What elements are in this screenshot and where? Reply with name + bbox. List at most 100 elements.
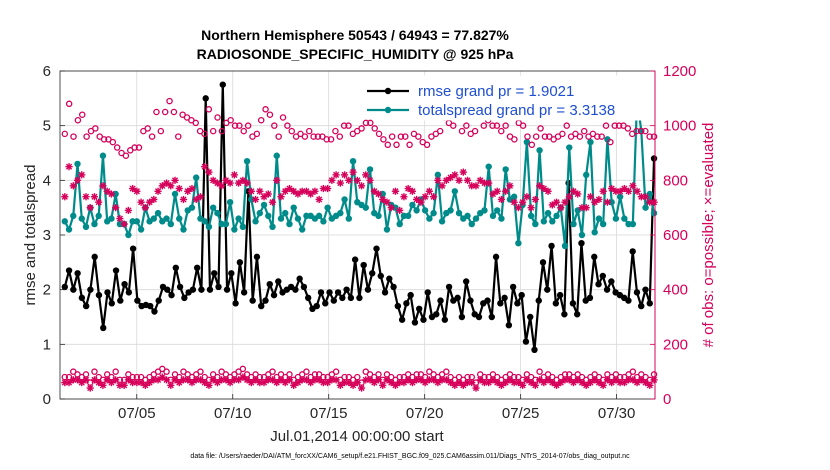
obs-evaluated-point-stroke	[629, 376, 636, 383]
obs-evaluated-point-stroke	[95, 379, 102, 386]
data-point	[566, 144, 573, 151]
obs-possible-point	[122, 152, 130, 159]
data-point	[392, 204, 399, 211]
obs-evaluated-point-stroke	[485, 379, 492, 386]
obs-possible-point	[353, 127, 361, 135]
data-point	[125, 289, 133, 296]
obs-evaluated-point-stroke	[604, 376, 611, 383]
obs-evaluated-point-stroke	[417, 199, 424, 206]
obs-possible-point	[602, 122, 610, 129]
data-point	[569, 300, 577, 307]
obs-evaluated-point	[629, 182, 637, 190]
obs-evaluated-point	[451, 171, 459, 179]
obs-evaluated-point-stroke	[519, 382, 526, 389]
obs-evaluated-point	[124, 376, 132, 384]
obs-evaluated-point-stroke	[502, 379, 509, 386]
obs-evaluated-point	[324, 184, 332, 193]
series-3	[61, 163, 658, 228]
data-point	[621, 215, 628, 222]
obs-evaluated-point-stroke	[333, 376, 340, 383]
obs-evaluated-point	[519, 198, 527, 206]
obs-possible-point	[450, 122, 457, 129]
obs-possible-point	[91, 368, 98, 375]
obs-evaluated-point	[430, 193, 438, 201]
obs-possible-point	[637, 127, 645, 135]
obs-possible-point	[594, 133, 601, 140]
obs-evaluated-point-stroke	[171, 177, 179, 184]
obs-evaluated-point-stroke	[434, 177, 441, 184]
obs-evaluated-point-stroke	[138, 199, 145, 206]
obs-evaluated-point-stroke	[536, 182, 543, 189]
obs-evaluated-point-stroke	[243, 179, 251, 187]
obs-evaluated-point-stroke	[587, 379, 594, 386]
obs-evaluated-point-stroke	[227, 379, 234, 386]
obs-possible-point	[100, 136, 108, 143]
obs-evaluated-point	[565, 193, 573, 201]
data-point	[108, 215, 115, 222]
data-point	[228, 270, 235, 277]
data-point	[390, 283, 397, 291]
obs-evaluated-point-stroke	[260, 379, 268, 386]
obs-possible-point	[358, 125, 365, 132]
obs-evaluated-point-stroke	[286, 185, 293, 192]
obs-evaluated-point-stroke	[121, 382, 128, 389]
obs-possible-point	[615, 122, 623, 129]
data-point	[222, 220, 230, 228]
obs-evaluated-point-stroke	[405, 376, 412, 383]
obs-evaluated-point-stroke	[409, 379, 416, 386]
data-point	[578, 231, 586, 239]
obs-evaluated-point	[353, 176, 361, 184]
obs-evaluated-point-stroke	[269, 376, 276, 383]
obs-evaluated-point	[256, 187, 264, 195]
obs-possible-point	[301, 133, 309, 140]
obs-evaluated-point-stroke	[188, 185, 196, 192]
obs-evaluated-point-stroke	[248, 379, 255, 386]
obs-evaluated-point-stroke	[485, 179, 492, 187]
obs-evaluated-point-stroke	[307, 379, 314, 386]
obs-evaluated-point	[374, 190, 383, 198]
obs-evaluated-point-stroke	[167, 182, 174, 189]
obs-evaluated-point-stroke	[260, 193, 268, 200]
data-point	[527, 313, 534, 321]
obs-evaluated-point-stroke	[87, 204, 94, 211]
obs-evaluated-point-stroke	[430, 376, 437, 383]
data-point	[472, 215, 480, 222]
data-point	[95, 212, 102, 220]
obs-possible-point	[74, 116, 82, 124]
obs-evaluated-point	[167, 381, 175, 389]
series-5	[61, 373, 658, 392]
obs-evaluated-point	[514, 204, 522, 212]
obs-evaluated-point	[391, 187, 400, 195]
obs-evaluated-point	[158, 182, 166, 190]
data-point	[518, 291, 525, 299]
obs-evaluated-point	[307, 379, 315, 387]
obs-evaluated-point	[535, 376, 544, 384]
data-point	[282, 209, 289, 217]
obs-evaluated-point	[133, 187, 141, 195]
obs-evaluated-point-stroke	[197, 376, 204, 383]
obs-evaluated-point	[120, 381, 128, 389]
obs-evaluated-point	[107, 379, 116, 387]
obs-evaluated-point	[116, 215, 124, 223]
data-point	[441, 316, 449, 323]
obs-possible-point	[345, 122, 352, 129]
data-point	[522, 338, 530, 345]
obs-evaluated-point-stroke	[417, 376, 424, 383]
obs-evaluated-point-stroke	[176, 185, 183, 192]
y-right-tick-label: 1000	[663, 118, 696, 135]
obs-evaluated-point	[158, 373, 166, 381]
obs-possible-point	[436, 127, 444, 135]
data-point	[381, 289, 389, 296]
obs-possible-point	[218, 127, 226, 135]
obs-evaluated-point-stroke	[443, 376, 450, 383]
obs-evaluated-point	[82, 193, 90, 201]
obs-evaluated-point	[641, 379, 650, 387]
data-point	[501, 294, 508, 302]
obs-evaluated-point-stroke	[337, 382, 344, 389]
obs-evaluated-point-stroke	[506, 182, 513, 189]
obs-evaluated-point	[86, 204, 94, 212]
obs-evaluated-point-stroke	[570, 379, 577, 386]
obs-possible-point	[244, 122, 252, 129]
obs-evaluated-point-stroke	[472, 384, 480, 392]
data-point	[523, 138, 531, 146]
